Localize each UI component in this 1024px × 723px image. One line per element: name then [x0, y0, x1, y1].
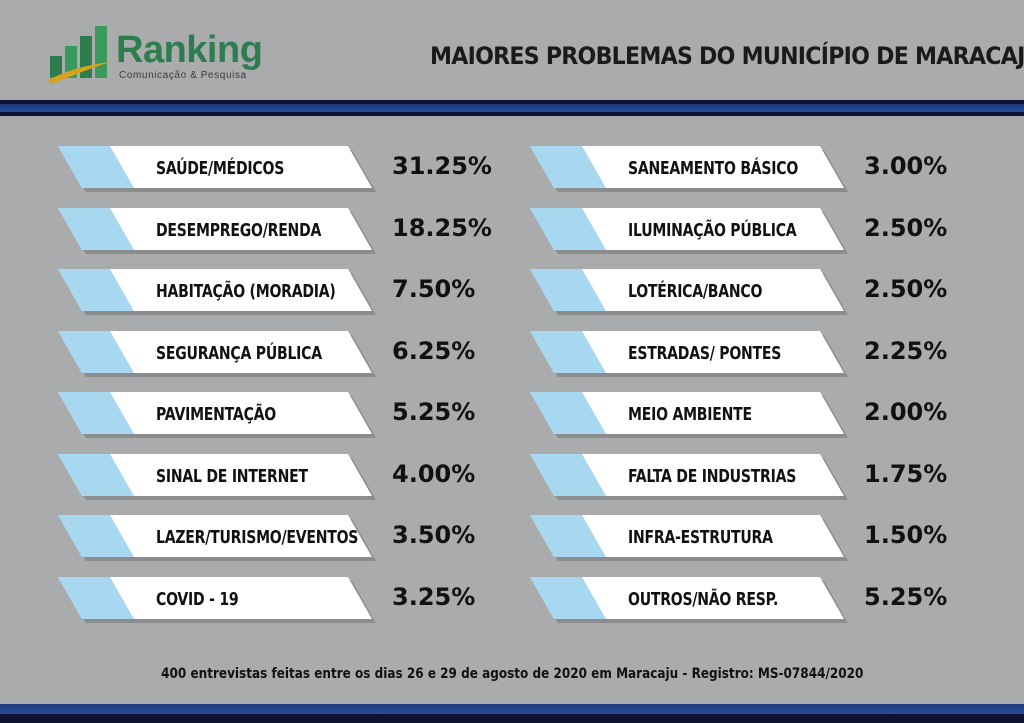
problem-row: COVID - 19 3.25%	[58, 576, 488, 625]
problem-percentage: 7.50%	[392, 275, 476, 303]
problem-percentage: 3.00%	[864, 152, 948, 180]
problem-percentage: 2.00%	[864, 398, 948, 426]
problem-percentage: 2.50%	[864, 275, 948, 303]
label-banner	[58, 392, 376, 438]
label-banner	[58, 146, 376, 192]
problem-row: LOTÉRICA/BANCO 2.50%	[530, 269, 960, 317]
problem-row: FALTA DE INDUSTRIAS 1.75%	[530, 453, 960, 502]
problem-label: SINAL DE INTERNET	[156, 465, 308, 487]
problem-row: ILUMINAÇÃO PÚBLICA 2.50%	[530, 207, 960, 256]
brand-name: Ranking	[116, 29, 263, 71]
problem-label: HABITAÇÃO (MORADIA)	[156, 281, 336, 302]
label-banner	[530, 392, 848, 438]
label-banner	[58, 207, 376, 254]
ranking-logo: Ranking Comunicação & Pesquisa	[46, 22, 276, 86]
problem-percentage: 5.25%	[864, 582, 948, 611]
label-banner	[530, 515, 848, 561]
problem-label: ESTRADAS/ PONTES	[628, 342, 782, 364]
footnote-text: 400 entrevistas feitas entre os dias 26 …	[160, 666, 864, 682]
problem-percentage: 3.25%	[392, 582, 476, 611]
problem-percentage: 6.25%	[392, 336, 476, 365]
problem-percentage: 31.25%	[392, 152, 492, 180]
problem-label: ILUMINAÇÃO PÚBLICA	[628, 219, 797, 241]
problem-percentage: 5.25%	[392, 398, 476, 426]
header-divider-band	[0, 100, 1024, 116]
label-banner	[530, 207, 848, 254]
problem-label: SAÚDE/MÉDICOS	[156, 158, 285, 179]
problem-percentage: 1.50%	[864, 521, 948, 549]
problem-row: LAZER/TURISMO/EVENTOS 3.50%	[58, 515, 488, 563]
problem-label: LOTÉRICA/BANCO	[628, 281, 763, 302]
problem-percentage: 3.50%	[392, 521, 476, 549]
label-banner	[530, 269, 848, 315]
problem-label: SEGURANÇA PÚBLICA	[156, 342, 322, 364]
label-banner	[58, 330, 376, 377]
problem-label: COVID - 19	[156, 588, 239, 610]
label-banner	[530, 453, 848, 500]
problem-row: SAÚDE/MÉDICOS 31.25%	[58, 146, 492, 194]
problem-label: SANEAMENTO BÁSICO	[628, 158, 799, 179]
problem-label: DESEMPREGO/RENDA	[156, 219, 322, 241]
problem-row: ESTRADAS/ PONTES 2.25%	[530, 330, 960, 379]
label-banner	[58, 269, 376, 315]
label-banner	[58, 576, 376, 623]
problem-row: PAVIMENTAÇÃO 5.25%	[58, 392, 488, 440]
footer-band	[0, 704, 1024, 723]
problem-row: SINAL DE INTERNET 4.00%	[58, 453, 488, 502]
problem-percentage: 18.25%	[392, 213, 492, 242]
label-banner	[530, 330, 848, 377]
survey-footnote: 400 entrevistas feitas entre os dias 26 …	[0, 666, 1024, 682]
problem-label: PAVIMENTAÇÃO	[156, 404, 276, 425]
label-banner	[58, 453, 376, 500]
problem-row: SANEAMENTO BÁSICO 3.00%	[530, 146, 960, 194]
problem-label: OUTROS/NÃO RESP.	[628, 588, 779, 610]
problem-row: DESEMPREGO/RENDA 18.25%	[58, 207, 492, 256]
brand-tagline: Comunicação & Pesquisa	[119, 70, 247, 81]
label-banner	[530, 576, 848, 623]
problem-row: HABITAÇÃO (MORADIA) 7.50%	[58, 269, 488, 317]
problem-label: INFRA-ESTRUTURA	[628, 527, 773, 548]
problem-row: SEGURANÇA PÚBLICA 6.25%	[58, 330, 488, 379]
header: Ranking Comunicação & Pesquisa MAIORES P…	[0, 0, 1024, 100]
label-banner	[530, 146, 848, 192]
problem-row: INFRA-ESTRUTURA 1.50%	[530, 515, 960, 563]
problem-percentage: 2.25%	[864, 336, 948, 365]
problem-percentage: 1.75%	[864, 459, 948, 488]
problem-row: MEIO AMBIENTE 2.00%	[530, 392, 960, 440]
problem-percentage: 2.50%	[864, 213, 948, 242]
problem-label: MEIO AMBIENTE	[628, 404, 752, 425]
label-banner	[58, 515, 376, 561]
problem-label: LAZER/TURISMO/EVENTOS	[156, 527, 359, 548]
bar-chart-logo-icon	[48, 26, 110, 84]
page-title: MAIORES PROBLEMAS DO MUNICÍPIO DE MARACA…	[430, 42, 1024, 70]
problem-percentage: 4.00%	[392, 459, 476, 488]
problem-label: FALTA DE INDUSTRIAS	[628, 465, 797, 487]
problem-row: OUTROS/NÃO RESP. 5.25%	[530, 576, 960, 625]
